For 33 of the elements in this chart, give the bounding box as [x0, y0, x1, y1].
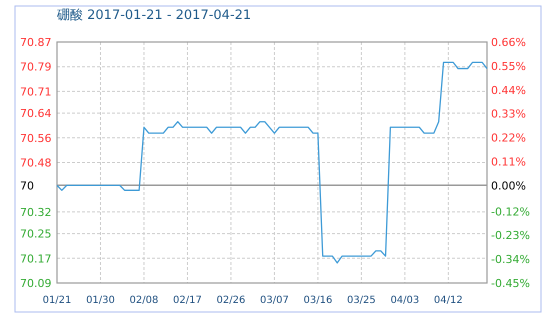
y2-tick-label: -0.23% [491, 229, 530, 242]
y2-tick-label: 0.44% [491, 84, 526, 97]
x-tick-label: 02/08 [130, 295, 158, 306]
y-tick-label: 70.32 [20, 206, 52, 219]
y-tick-label: 70.48 [20, 156, 52, 170]
x-tick-label: 01/30 [86, 295, 115, 306]
y-tick-label: 70.09 [20, 277, 52, 290]
y-tick-label: 70 [20, 179, 34, 192]
y2-tick-label: 0.00% [491, 179, 526, 192]
y-tick-label: 70.79 [20, 60, 52, 74]
y2-tick-label: 0.22% [491, 132, 526, 145]
y2-tick-label: 0.33% [491, 108, 526, 121]
y-tick-label: 70.87 [20, 36, 52, 49]
y-tick-label: 70.56 [20, 132, 52, 145]
y2-tick-label: -0.12% [491, 205, 530, 218]
y2-tick-label: 0.66% [491, 36, 526, 49]
y-tick-label: 70.17 [20, 252, 52, 266]
y2-tick-label: -0.34% [491, 253, 530, 266]
y2-tick-label: 0.11% [491, 155, 526, 168]
y2-tick-label: 0.55% [491, 60, 526, 73]
x-tick-label: 02/17 [173, 295, 202, 306]
x-tick-label: 03/16 [303, 295, 332, 306]
x-tick-label: 03/25 [346, 295, 376, 306]
x-tick-label: 01/21 [42, 295, 72, 306]
x-tick-label: 03/07 [260, 295, 289, 306]
y-tick-label: 70.71 [20, 85, 52, 98]
x-tick-label: 02/26 [216, 295, 246, 306]
x-tick-label: 04/03 [390, 295, 420, 306]
y-tick-label: 70.25 [20, 228, 52, 241]
y2-tick-label: -0.45% [491, 277, 530, 290]
y-tick-label: 70.64 [20, 107, 52, 120]
x-tick-label: 04/12 [434, 295, 463, 306]
chart-title: 硼酸 2017-01-21 - 2017-04-21 [56, 8, 252, 23]
